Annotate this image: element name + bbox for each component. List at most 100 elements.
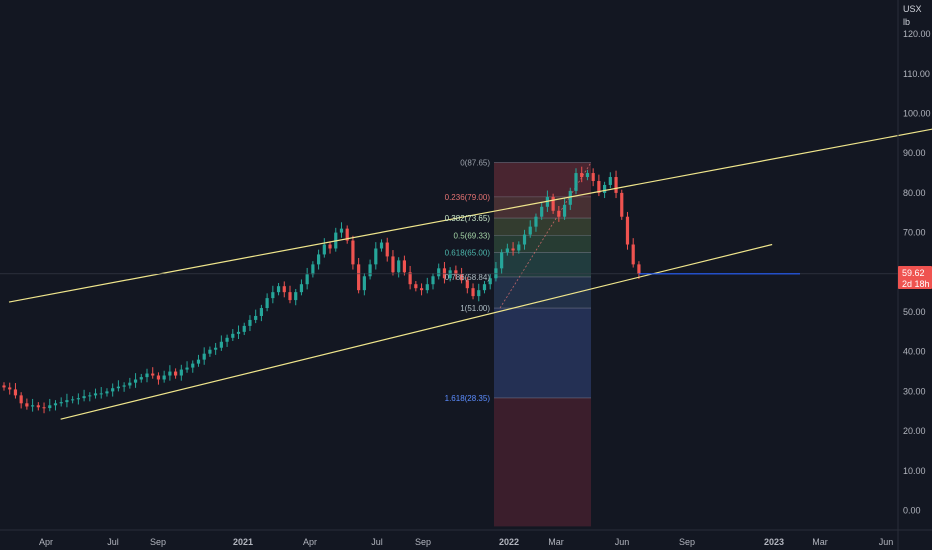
candle-body	[25, 403, 29, 407]
candle-body	[111, 388, 115, 392]
fib-level-label: 0.382(73.65)	[445, 214, 491, 223]
candle-body	[82, 396, 86, 399]
candle-body	[76, 398, 80, 400]
candle-body	[259, 308, 263, 316]
candle-body	[585, 173, 590, 178]
price-tick-label: 70.00	[903, 228, 926, 238]
candle-body	[568, 190, 572, 205]
price-tick-label: 40.00	[903, 347, 926, 357]
candle-body	[93, 393, 98, 396]
candle-body	[631, 244, 635, 265]
fib-level-label: 1.618(28.35)	[445, 394, 491, 403]
candle-body	[13, 389, 18, 396]
candle-body	[305, 274, 309, 285]
candle-body	[557, 210, 561, 217]
fib-trend-line	[499, 162, 592, 309]
candle-body	[179, 369, 183, 376]
price-badge-countdown: 2d 18h	[902, 279, 930, 289]
candle-body	[288, 292, 292, 301]
candle-body	[385, 242, 389, 257]
time-tick-label: 2021	[233, 537, 253, 547]
candle-body	[162, 375, 166, 380]
candle-body	[374, 248, 378, 265]
time-tick-label: Apr	[303, 537, 317, 547]
candle-body	[88, 395, 92, 397]
fib-zone	[494, 308, 591, 398]
candle-body	[42, 407, 46, 409]
candle-body	[362, 276, 366, 291]
candle-body	[282, 286, 286, 293]
time-tick-label: 2022	[499, 537, 519, 547]
candle-body	[614, 177, 618, 193]
time-tick-label: Apr	[39, 537, 53, 547]
time-tick-label: Sep	[150, 537, 166, 547]
candle-body	[71, 399, 75, 401]
fib-level-label: 1(51.00)	[460, 304, 490, 313]
candle-body	[402, 260, 406, 273]
price-tick-label: 80.00	[903, 188, 926, 198]
candle-body	[339, 228, 344, 233]
candle-body	[431, 276, 435, 285]
candle-body	[65, 400, 69, 403]
time-axis[interactable]: Apr Jul Sep 2021 Apr Jul Sep 2022 Mar Jun Sep 2023 M…	[0, 529, 932, 547]
candle-body	[139, 377, 143, 380]
candle-body	[168, 371, 172, 376]
time-tick-label: Jul	[107, 537, 119, 547]
candle-body	[620, 192, 624, 217]
candle-body	[500, 252, 504, 269]
candle-body	[196, 359, 201, 364]
candle-body	[603, 184, 607, 193]
candle-body	[236, 331, 241, 334]
candle-body	[214, 347, 218, 350]
candle-body	[133, 379, 138, 383]
candle-body	[116, 386, 120, 389]
channel-upper-line[interactable]	[8, 90, 932, 303]
fibonacci-zones	[494, 162, 592, 527]
candle-body	[442, 268, 447, 279]
candle-body	[454, 270, 458, 275]
candle-body	[8, 387, 12, 390]
candle-body	[322, 244, 326, 255]
candle-body	[317, 254, 321, 265]
price-tick-label: 30.00	[903, 386, 926, 396]
candle-body	[208, 349, 212, 354]
price-badge: 59.62 2d 18h	[898, 266, 932, 289]
candle-body	[637, 264, 641, 274]
candle-body	[36, 405, 40, 408]
candle-body	[99, 393, 103, 395]
candle-body	[625, 216, 630, 245]
candle-body	[580, 173, 584, 178]
candle-body	[397, 260, 401, 273]
candle-body	[174, 371, 178, 376]
candle-body	[591, 173, 595, 181]
candle-body	[460, 274, 464, 281]
candle-body	[511, 248, 515, 251]
candle-body	[2, 385, 6, 388]
candle-body	[540, 206, 544, 217]
candle-body	[151, 373, 155, 376]
candle-body	[379, 242, 384, 249]
candle-body	[345, 228, 349, 241]
candle-body	[59, 402, 63, 404]
fib-level-label: 0.236(79.00)	[445, 193, 491, 202]
candle-body	[254, 315, 258, 320]
candle-body	[271, 292, 275, 299]
candle-body	[156, 375, 161, 380]
candle-body	[465, 280, 469, 289]
currency-label: USX	[903, 4, 922, 14]
candle-body	[517, 244, 521, 251]
candle-body	[551, 196, 555, 211]
candle-body	[357, 264, 361, 291]
time-tick-label: Mar	[548, 537, 564, 547]
price-tick-label: 50.00	[903, 307, 926, 317]
candle-body	[494, 268, 498, 279]
candle-body	[425, 284, 429, 291]
price-tick-label: 0.00	[903, 506, 921, 516]
time-tick-label: Sep	[415, 537, 431, 547]
price-badge-value: 59.62	[902, 268, 925, 278]
candle-body	[471, 288, 475, 297]
candle-body	[122, 385, 126, 387]
candle-body	[505, 248, 509, 253]
candle-body	[488, 278, 492, 285]
